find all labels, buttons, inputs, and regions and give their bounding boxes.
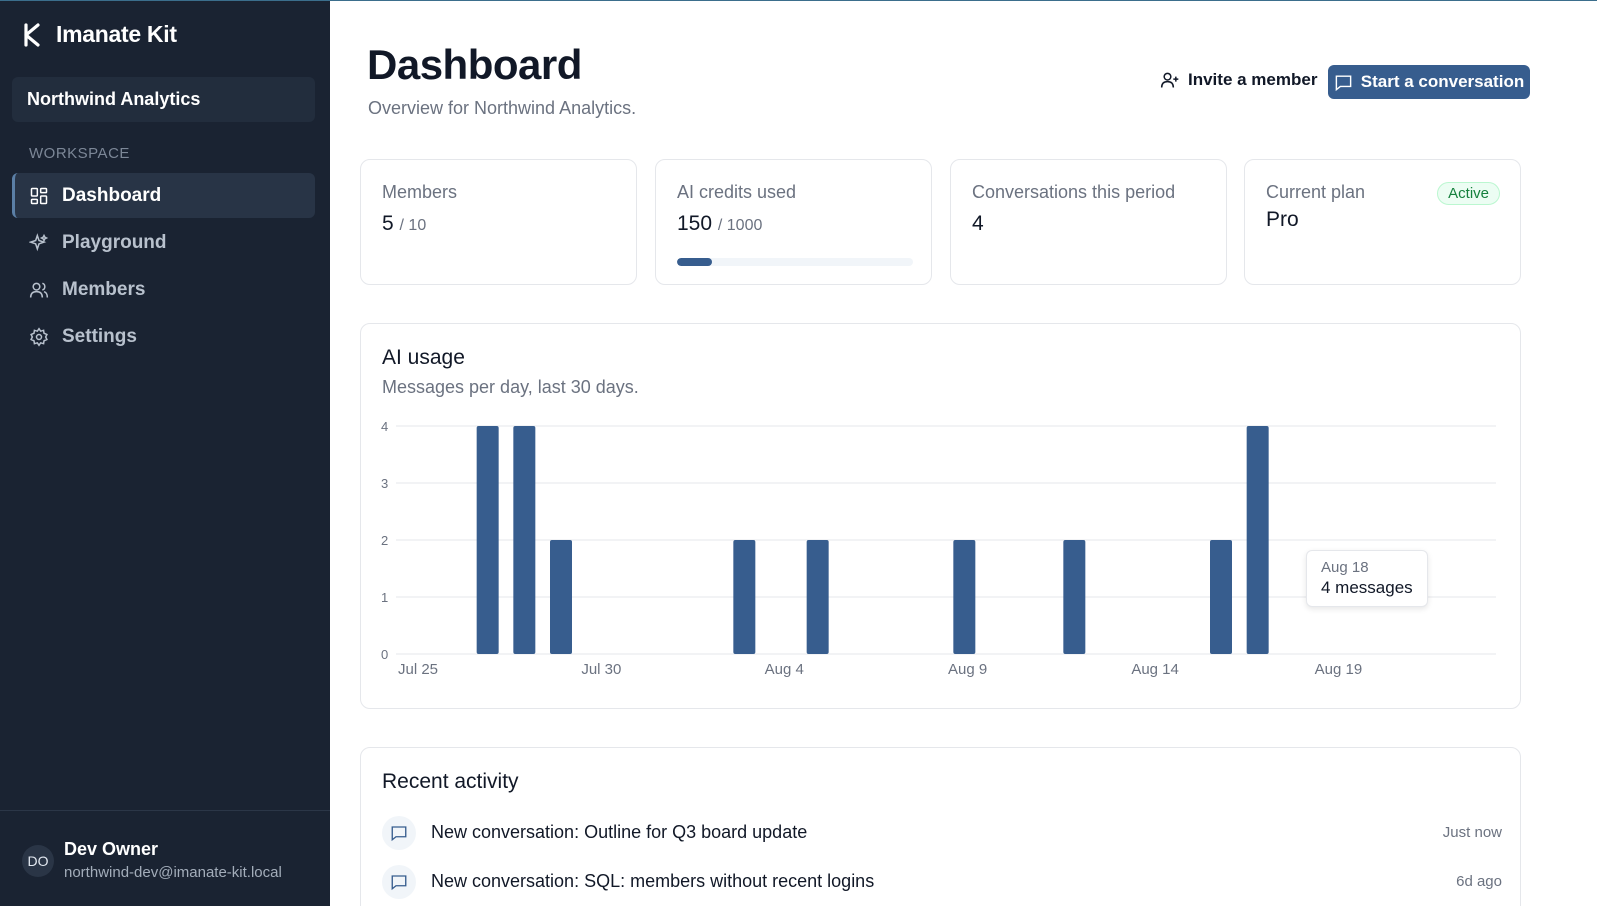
- chart-bar[interactable]: [1063, 540, 1086, 654]
- tooltip-date: Aug 18: [1321, 559, 1369, 576]
- section-label-workspace: WORKSPACE: [29, 145, 130, 162]
- credits-progress-bar: [677, 258, 913, 266]
- y-tick-label: 2: [381, 533, 388, 548]
- sidebar-item-playground[interactable]: Playground: [12, 220, 315, 265]
- brand[interactable]: Imanate Kit: [22, 21, 177, 48]
- y-tick-label: 0: [381, 647, 388, 662]
- x-tick-label: Aug 19: [1315, 661, 1363, 678]
- chart-bar[interactable]: [953, 540, 976, 654]
- dashboard-icon: [30, 187, 48, 204]
- chart-bar[interactable]: [733, 540, 756, 654]
- invite-member-label: Invite a member: [1188, 70, 1318, 89]
- user-name: Dev Owner: [64, 839, 159, 859]
- start-conversation-label: Start a conversation: [1360, 72, 1525, 91]
- start-conversation-button[interactable]: Start a conversation: [1328, 65, 1530, 99]
- chart-bar[interactable]: [806, 540, 829, 654]
- x-tick-label: Aug 14: [1131, 661, 1179, 678]
- list-item[interactable]: New conversation: SQL: members without r…: [382, 865, 1502, 901]
- chart-bar[interactable]: [476, 426, 499, 654]
- x-tick-label: Jul 30: [581, 661, 621, 678]
- members-count: 5: [382, 212, 394, 235]
- credits-progress-fill: [677, 258, 713, 266]
- y-tick-label: 3: [381, 476, 388, 491]
- invite-member-button[interactable]: Invite a member: [1160, 70, 1317, 90]
- tooltip-value: 4 messages: [1321, 578, 1413, 597]
- activity-time: 6d ago: [1456, 873, 1502, 890]
- chart-subtitle: Messages per day, last 30 days.: [382, 377, 639, 397]
- users-icon: [29, 282, 49, 298]
- conversation-icon: [382, 816, 416, 850]
- stat-label: Conversations this period: [972, 182, 1176, 202]
- stat-label: AI credits used: [677, 182, 797, 202]
- activity-time: Just now: [1442, 824, 1502, 841]
- brand-logo-icon: [24, 22, 40, 47]
- stat-value: Pro: [1266, 208, 1299, 231]
- x-tick-label: Aug 9: [948, 661, 987, 678]
- stat-card-members: Members 5 / 10: [360, 159, 637, 285]
- usage-bar-chart: 0 1 2 3 4 Jul 25 Jul 30 Aug 4 Aug 9 Aug 14 Aug 19: [381, 419, 1496, 678]
- list-item[interactable]: New conversation: Outline for Q3 board u…: [382, 816, 1502, 852]
- credits-used: 150: [677, 212, 713, 235]
- stat-label: Current plan: [1266, 182, 1366, 202]
- chart-bar[interactable]: [550, 540, 572, 654]
- user-email: northwind-dev@imanate-kit.local: [64, 864, 282, 881]
- org-switcher[interactable]: Northwind Analytics: [12, 77, 315, 122]
- sidebar-item-label: Settings: [62, 325, 137, 347]
- sidebar-item-label: Playground: [62, 231, 167, 253]
- y-tick-label: 4: [381, 419, 388, 434]
- stat-label: Members: [382, 182, 458, 202]
- page-subtitle: Overview for Northwind Analytics.: [368, 98, 637, 118]
- conversation-icon: [382, 865, 416, 899]
- stat-card-credits: AI credits used 150 / 1000: [655, 159, 932, 285]
- stat-value: 5 / 10: [382, 212, 426, 236]
- chart-bar[interactable]: [513, 426, 536, 654]
- brand-name: Imanate Kit: [56, 21, 177, 47]
- activity-text: New conversation: Outline for Q3 board u…: [431, 822, 808, 842]
- main-content: Dashboard Overview for Northwind Analyti…: [330, 0, 1597, 906]
- chart-bar[interactable]: [1246, 426, 1269, 654]
- x-tick-label: Jul 25: [398, 661, 438, 678]
- credits-limit: / 1000: [717, 217, 763, 234]
- avatar: DO: [22, 845, 54, 877]
- message-square-icon: [1335, 74, 1352, 91]
- members-limit: / 10: [399, 217, 427, 234]
- sidebar-nav: Dashboard Playground Members Settings: [12, 173, 315, 361]
- user-profile[interactable]: DO Dev Owner northwind-dev@imanate-kit.l…: [0, 810, 330, 906]
- ai-usage-card: AI usage Messages per day, last 30 days.…: [360, 323, 1521, 709]
- status-badge: Active: [1437, 182, 1500, 205]
- stat-value: 4: [972, 212, 984, 235]
- sparkles-icon: [29, 232, 49, 251]
- activity-title: Recent activity: [382, 770, 519, 793]
- sidebar-item-dashboard[interactable]: Dashboard: [12, 173, 315, 218]
- sidebar-item-label: Members: [62, 278, 146, 300]
- activity-text: New conversation: SQL: members without r…: [431, 871, 875, 891]
- gear-icon: [30, 326, 48, 347]
- sidebar-item-label: Dashboard: [62, 184, 162, 206]
- x-tick-label: Aug 4: [765, 661, 804, 678]
- sidebar-item-settings[interactable]: Settings: [12, 314, 315, 359]
- sidebar: Imanate Kit Northwind Analytics WORKSPAC…: [0, 0, 330, 906]
- chart-title: AI usage: [382, 346, 465, 369]
- page-title: Dashboard: [367, 41, 582, 88]
- user-plus-icon: [1160, 72, 1179, 88]
- stat-card-conversations: Conversations this period 4: [950, 159, 1227, 285]
- stat-value: 150 / 1000: [677, 212, 762, 236]
- chart-tooltip: Aug 18 4 messages: [1306, 550, 1428, 607]
- recent-activity-card: Recent activity New conversation: Outlin…: [360, 747, 1521, 906]
- y-tick-label: 1: [381, 590, 388, 605]
- sidebar-item-members[interactable]: Members: [12, 267, 315, 312]
- chart-bar[interactable]: [1210, 540, 1232, 654]
- stat-card-plan: Current plan Active Pro: [1244, 159, 1521, 285]
